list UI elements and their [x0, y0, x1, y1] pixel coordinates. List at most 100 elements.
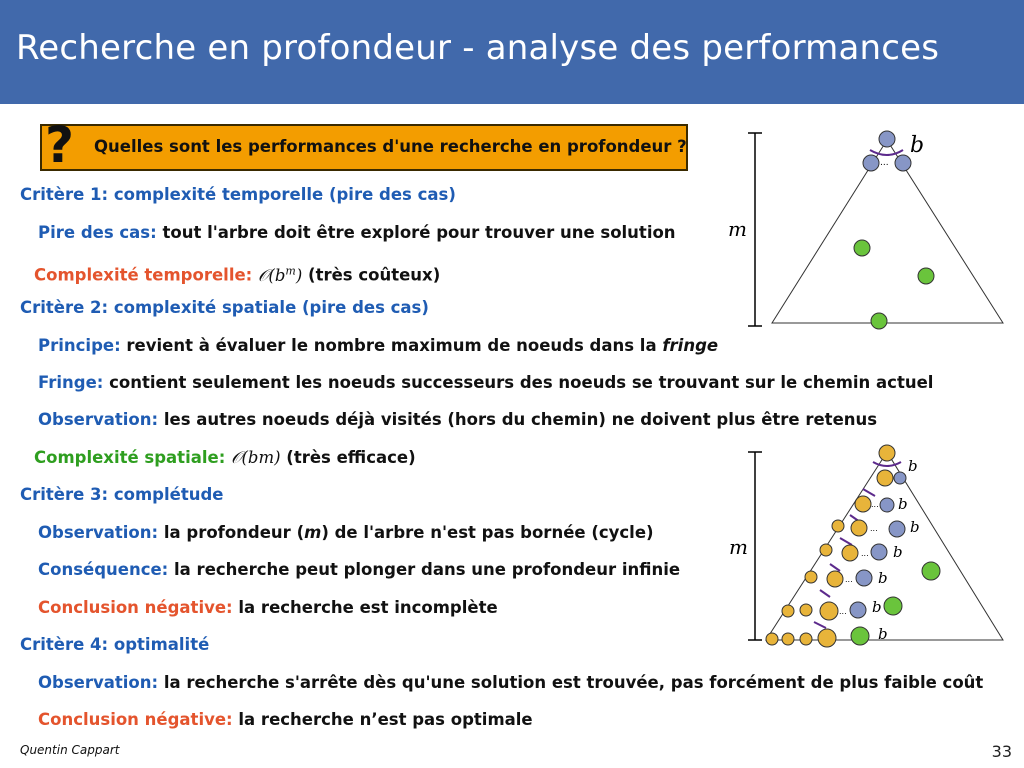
top-tree-triangle: [771, 139, 1004, 324]
criterion-4-heading: Critère 4: optimalité: [20, 635, 209, 655]
top-goal-node-3: [870, 312, 888, 330]
bottom-goal-node-3: [850, 626, 870, 646]
observation-label-1: Observation:: [38, 410, 159, 429]
top-goal-node-2: [917, 267, 935, 285]
question-text: Quelles sont les performances d'une rech…: [94, 137, 687, 156]
top-ellipsis: ...: [880, 158, 889, 168]
bottom-branch-label-1: b: [898, 495, 908, 513]
top-branch-brace: [869, 149, 904, 156]
fringe-label: Fringe:: [38, 373, 104, 392]
bottom-blue-node-2: [888, 520, 906, 538]
bottom-path-node-7: [817, 628, 837, 648]
header-bar: Recherche en profondeur - analyse des pe…: [0, 0, 1024, 104]
top-tree-diagram: m ... b: [728, 130, 1004, 330]
criterion-1-label: Critère 1: complexité temporelle (pire d…: [20, 185, 456, 204]
time-complexity-math-end: ): [295, 265, 303, 285]
bottom-path-node-4: [841, 544, 859, 562]
slide-title: Recherche en profondeur - analyse des pe…: [16, 28, 940, 68]
worst-case-text: tout l'arbre doit être exploré pour trou…: [156, 223, 676, 242]
fringe-text: contient seulement les noeuds successeur…: [103, 373, 934, 392]
space-complexity-label: Complexité spatiale:: [34, 448, 226, 467]
criterion-4-label: Critère 4: optimalité: [20, 635, 210, 654]
time-complexity-label: Complexité temporelle:: [34, 265, 253, 285]
observation-text-1: les autres noeuds déjà visités (hors du …: [158, 410, 878, 429]
page-number: 33: [991, 742, 1012, 761]
bottom-blue-node-4: [855, 569, 873, 587]
bottom-side-node-3: [819, 543, 833, 557]
bottom-branch-label-5: b: [872, 598, 882, 616]
question-box: ? Quelles sont les performances d'une re…: [40, 120, 688, 171]
bottom-ellipsis-1: ...: [871, 500, 879, 509]
bottom-blue-node-3: [870, 543, 888, 561]
bottom-branch-label-0: b: [908, 457, 918, 475]
bottom-blue-node-0: [893, 471, 907, 485]
bottom-leaf-node-3: [799, 632, 813, 646]
criterion-3-heading: Critère 3: complétude: [20, 485, 223, 505]
observation-text-2b: ) de l'arbre n'est pas bornée (cycle): [321, 523, 654, 542]
consequence-label: Conséquence:: [38, 560, 169, 579]
negative-conclusion-text-2: la recherche n’est pas optimale: [232, 710, 533, 729]
worst-case-line: Pire des cas: tout l'arbre doit être exp…: [38, 223, 676, 243]
observation-line-2: Observation: la profondeur (m) de l'arbr…: [38, 523, 654, 543]
top-child-node-left: [862, 154, 880, 172]
observation-line-1: Observation: les autres noeuds déjà visi…: [38, 410, 877, 430]
time-complexity-math-exp: m: [285, 264, 296, 277]
time-complexity-line: Complexité temporelle: 𝒪(bm) (très coûte…: [34, 261, 440, 286]
observation-label-3: Observation:: [38, 673, 159, 692]
bottom-side-node-4: [804, 570, 818, 584]
bottom-path-node-1: [876, 469, 894, 487]
worst-case-label: Pire des cas:: [38, 223, 157, 242]
principle-line: Principe: revient à évaluer le nombre ma…: [38, 336, 718, 356]
space-complexity-line: Complexité spatiale: 𝒪(bm) (très efficac…: [34, 448, 416, 468]
top-root-node: [878, 130, 896, 148]
bottom-side-node-2: [831, 519, 845, 533]
top-child-node-right: [894, 154, 912, 172]
bottom-brace-3: [839, 537, 853, 546]
bottom-path-node-3: [850, 519, 868, 537]
bottom-brace-1: [862, 488, 876, 497]
negative-conclusion-text-1: la recherche est incomplète: [232, 598, 498, 617]
bottom-ellipsis-2: ...: [870, 524, 878, 533]
top-branch-label: b: [910, 133, 924, 158]
bottom-depth-label: m: [729, 535, 748, 559]
bottom-tree-diagram: m b ... b ... b ... b ... b: [729, 444, 1004, 648]
bottom-path-node-5: [826, 570, 844, 588]
bottom-brace-5: [819, 589, 831, 598]
bottom-branch-label-6: b: [878, 625, 888, 643]
author-name: Quentin Cappart: [20, 743, 120, 757]
criterion-2-label: Critère 2: complexité spatiale (pire des…: [20, 298, 429, 317]
observation-line-3: Observation: la recherche s'arrête dès q…: [38, 673, 983, 693]
bottom-side-node-5b: [799, 603, 813, 617]
bottom-branch-label-2: b: [910, 518, 920, 536]
bottom-brace-6: [813, 621, 827, 629]
observation-text-2a: la profondeur (: [158, 523, 305, 542]
bottom-ellipsis-3: ...: [861, 549, 869, 558]
bottom-brace-4: [829, 563, 841, 572]
observation-text-3: la recherche s'arrête dès qu'une solutio…: [158, 673, 984, 692]
time-complexity-text: (très coûteux): [302, 265, 441, 285]
bottom-blue-node-1: [879, 497, 895, 513]
consequence-line: Conséquence: la recherche peut plonger d…: [38, 560, 680, 580]
criterion-3-label: Critère 3: complétude: [20, 485, 224, 504]
top-goal-node-1: [853, 239, 871, 257]
negative-conclusion-label-2: Conclusion négative:: [38, 710, 233, 729]
bottom-ellipsis-5: ...: [839, 607, 847, 616]
bottom-brace-0: [872, 461, 902, 467]
bottom-ellipsis-4: ...: [845, 575, 853, 584]
observation-em-2: m: [304, 523, 322, 542]
question-mark-icon: ?: [45, 116, 75, 174]
observation-label-2: Observation:: [38, 523, 159, 542]
negative-conclusion-line-2: Conclusion négative: la recherche n’est …: [38, 710, 533, 730]
top-depth-label: m: [728, 217, 747, 241]
principle-em: fringe: [662, 336, 719, 355]
bottom-goal-node-2: [883, 596, 903, 616]
bottom-path-node-0: [878, 444, 896, 462]
criterion-2-heading: Critère 2: complexité spatiale (pire des…: [20, 298, 429, 318]
bottom-branch-label-4: b: [878, 569, 888, 587]
bottom-side-node-5a: [781, 604, 795, 618]
principle-label: Principe:: [38, 336, 121, 355]
negative-conclusion-label-1: Conclusion négative:: [38, 598, 233, 617]
time-complexity-math-base: 𝒪(b: [258, 265, 286, 285]
bottom-branch-label-3: b: [893, 543, 903, 561]
